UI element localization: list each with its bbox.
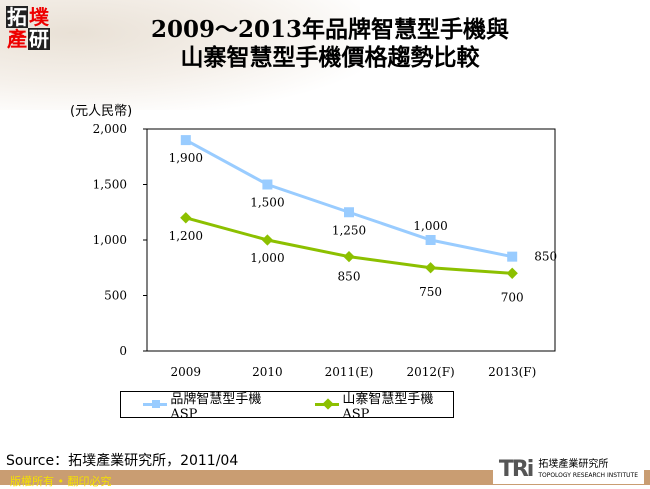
data-label: 1,900	[169, 151, 203, 165]
legend-item-brand: 品牌智慧型手機ASP	[143, 388, 281, 422]
logo-char: 研	[28, 27, 50, 51]
plot-area	[146, 128, 556, 352]
data-point	[180, 135, 191, 146]
legend-swatch	[315, 398, 340, 410]
data-point	[425, 235, 436, 245]
x-tick-label: 2012(F)	[406, 365, 454, 379]
y-tick-label: 2,000	[93, 122, 127, 136]
legend: 品牌智慧型手機ASP 山寨智慧型手機ASP	[120, 391, 454, 422]
x-tick-label: 2009	[171, 365, 202, 379]
data-point	[507, 251, 518, 262]
data-label: 850	[534, 250, 557, 264]
legend-swatch	[143, 400, 168, 408]
data-label: 1,000	[413, 219, 447, 233]
data-point	[424, 262, 437, 274]
background-decoration	[0, 0, 360, 110]
y-axis-label: (元人民幣)	[70, 104, 133, 119]
data-point	[261, 234, 274, 246]
data-point	[262, 179, 273, 190]
data-point	[180, 212, 192, 224]
data-label: 1,000	[250, 251, 284, 265]
logo: 拓 墣 產 研	[6, 6, 50, 50]
brand-mark: TRi	[498, 457, 534, 482]
brand-sub: TOPOLOGY RESEARCH INSTITUTE	[538, 471, 638, 479]
title-line-1: 2009～2013年品牌智慧型手機與	[150, 16, 510, 43]
legend-label: 山寨智慧型手機ASP	[342, 391, 434, 422]
brand-logo: TRi 拓墣產業研究所 TOPOLOGY RESEARCH INSTITUTE	[492, 455, 644, 484]
data-label: 1,500	[250, 196, 284, 210]
page-title: 2009～2013年品牌智慧型手機與 山寨智慧型手機價格趨勢比較	[120, 16, 540, 72]
logo-char: 拓	[6, 5, 28, 29]
title-line-2: 山寨智慧型手機價格趨勢比較	[180, 44, 480, 71]
y-tick-label: 1,500	[93, 178, 127, 192]
x-tick-label: 2010	[252, 365, 283, 379]
data-label: 1,250	[332, 223, 366, 237]
data-label: 750	[419, 285, 442, 299]
data-point	[506, 267, 518, 279]
brand-name: 拓墣產業研究所	[538, 458, 609, 470]
copyright-text: 版權所有 • 翻印必究	[10, 475, 112, 488]
data-label: 850	[338, 270, 361, 284]
y-tick-label: 500	[104, 289, 127, 303]
source-note: Source：拓墣產業研究所，2011/04	[6, 453, 239, 469]
x-tick-label: 2013(F)	[488, 365, 536, 379]
y-tick-label: 0	[119, 344, 127, 358]
data-point	[343, 250, 355, 263]
data-label: 700	[501, 290, 524, 304]
y-tick-label: 1,000	[93, 233, 127, 247]
legend-label: 品牌智慧型手機ASP	[170, 391, 262, 422]
logo-char: 產	[7, 27, 27, 51]
data-point	[344, 207, 354, 218]
logo-char: 墣	[29, 5, 49, 29]
data-label: 1,200	[169, 229, 203, 243]
x-tick-label: 2011(E)	[325, 365, 374, 379]
legend-item-shanzhai: 山寨智慧型手機ASP	[315, 388, 453, 422]
